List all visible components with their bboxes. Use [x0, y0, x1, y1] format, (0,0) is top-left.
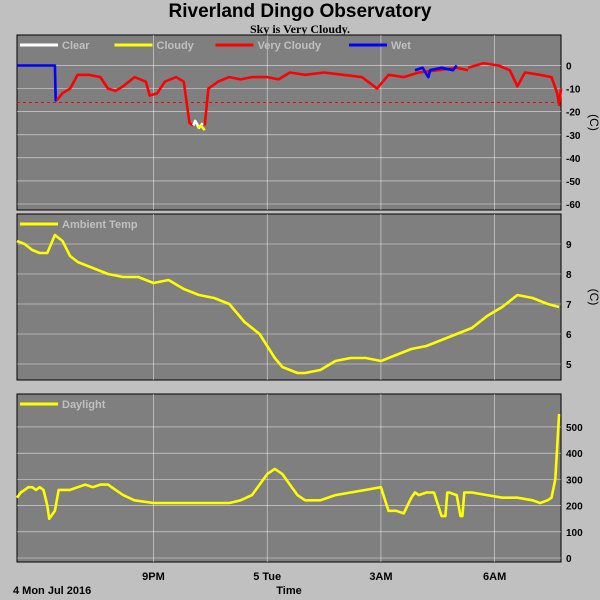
y-tick-label: -50 [566, 177, 581, 188]
chart-subtitle: Sky is Very Cloudy. [249, 22, 351, 36]
y-tick-label: -60 [566, 200, 581, 211]
legend-label: Cloudy [157, 40, 195, 52]
legend-label: Daylight [62, 399, 106, 411]
y-axis-unit: (C) [587, 114, 600, 131]
y-tick-label: 5 [566, 360, 572, 371]
y-tick-label: 9 [566, 240, 572, 251]
legend-label: Very Cloudy [258, 40, 322, 52]
legend-label: Wet [391, 40, 411, 52]
y-tick-label: 500 [566, 423, 583, 434]
plot-area-0 [16, 34, 562, 211]
series-line-very-cloudy [467, 61, 563, 107]
y-tick-label: 6 [566, 330, 572, 341]
x-tick-label: 5 Tue [253, 571, 281, 583]
y-axis-unit: (C) [587, 289, 600, 306]
y-tick-label: 7 [566, 300, 572, 311]
y-tick-label: 0 [566, 554, 572, 565]
series-line-wet [414, 64, 458, 79]
legend-label: Ambient Temp [62, 219, 138, 231]
y-tick-label: -40 [566, 154, 581, 165]
y-tick-label: 100 [566, 528, 583, 539]
series-line-very-cloudy [203, 66, 469, 126]
x-tick-label: 3AM [369, 571, 392, 583]
y-tick-label: -10 [566, 85, 581, 96]
y-tick-label: 400 [566, 449, 583, 460]
series-line-ambient-temp [16, 233, 560, 375]
series-line-wet [17, 64, 58, 102]
legend-label: Clear [62, 40, 90, 52]
series-line-very-cloudy [55, 73, 194, 127]
series-line-cloudy [196, 124, 206, 132]
y-tick-label: 8 [566, 270, 572, 281]
plot-area-2 [16, 393, 562, 563]
y-tick-label: 300 [566, 475, 583, 486]
x-axis-title: Time [276, 585, 301, 597]
y-tick-label: -20 [566, 108, 581, 119]
x-axis-date-label: 4 Mon Jul 2016 [13, 585, 91, 597]
y-tick-label: 200 [566, 502, 583, 513]
chart-title: Riverland Dingo Observatory [168, 1, 432, 22]
y-tick-label: -30 [566, 131, 581, 142]
plot-area-1 [16, 213, 562, 381]
x-tick-label: 6AM [483, 571, 506, 583]
y-tick-label: 0 [566, 62, 572, 73]
x-tick-label: 9PM [142, 571, 165, 583]
series-line-daylight [15, 413, 561, 521]
